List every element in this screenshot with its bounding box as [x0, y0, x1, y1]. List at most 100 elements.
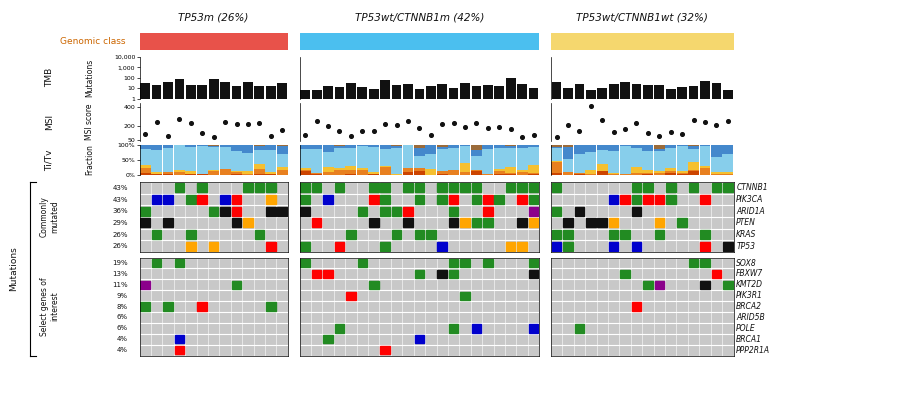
- Bar: [494, 195, 504, 204]
- Bar: [357, 146, 368, 168]
- Point: [629, 120, 643, 126]
- Bar: [415, 89, 424, 400]
- Bar: [654, 145, 665, 149]
- Bar: [518, 195, 526, 204]
- Bar: [528, 173, 539, 174]
- Bar: [231, 171, 242, 172]
- Bar: [518, 242, 526, 250]
- Bar: [643, 173, 653, 174]
- Bar: [700, 242, 710, 250]
- Bar: [197, 85, 207, 400]
- Bar: [276, 145, 288, 146]
- Bar: [552, 230, 562, 239]
- Bar: [518, 218, 526, 227]
- Bar: [415, 335, 424, 344]
- Text: BRCA2: BRCA2: [736, 302, 762, 311]
- Point: [607, 129, 621, 136]
- Bar: [688, 86, 698, 400]
- Bar: [266, 302, 275, 311]
- Bar: [140, 207, 150, 216]
- Bar: [471, 145, 482, 150]
- Bar: [598, 88, 608, 400]
- Text: PPP2R1A: PPP2R1A: [736, 346, 770, 355]
- Bar: [712, 270, 721, 278]
- Bar: [436, 174, 447, 175]
- Point: [687, 117, 701, 123]
- Text: PTEN: PTEN: [736, 218, 756, 227]
- Bar: [415, 230, 424, 239]
- Bar: [436, 145, 447, 147]
- Bar: [472, 195, 482, 204]
- Bar: [688, 259, 698, 267]
- Bar: [631, 173, 642, 175]
- Bar: [185, 145, 196, 147]
- Bar: [483, 85, 492, 400]
- Bar: [448, 145, 459, 148]
- Bar: [415, 270, 424, 278]
- Text: ARID1A: ARID1A: [736, 207, 765, 216]
- Bar: [311, 90, 321, 400]
- Bar: [551, 162, 562, 173]
- Bar: [437, 183, 447, 192]
- Bar: [654, 172, 665, 175]
- Bar: [220, 207, 230, 216]
- Bar: [632, 302, 642, 311]
- Bar: [255, 230, 264, 239]
- Bar: [712, 83, 721, 400]
- Bar: [209, 207, 219, 216]
- Bar: [494, 145, 505, 148]
- Bar: [312, 218, 321, 227]
- Bar: [677, 174, 688, 175]
- Bar: [608, 174, 619, 175]
- Bar: [346, 170, 356, 174]
- Bar: [334, 170, 345, 175]
- Text: 9%: 9%: [117, 293, 128, 299]
- Bar: [346, 148, 356, 166]
- Bar: [597, 150, 608, 164]
- Bar: [255, 183, 264, 192]
- Bar: [175, 335, 184, 344]
- Point: [149, 119, 164, 126]
- Bar: [323, 335, 333, 344]
- Text: KMT2D: KMT2D: [736, 280, 763, 289]
- Bar: [381, 242, 390, 250]
- Bar: [186, 85, 195, 400]
- Text: TP53wt/CTNNB1wt (32%): TP53wt/CTNNB1wt (32%): [576, 12, 708, 22]
- Bar: [369, 195, 379, 204]
- Bar: [505, 148, 516, 167]
- Bar: [140, 173, 150, 175]
- Bar: [335, 324, 345, 332]
- Bar: [608, 84, 618, 400]
- Point: [310, 118, 324, 124]
- Bar: [472, 218, 482, 227]
- Bar: [723, 242, 733, 250]
- Bar: [301, 195, 310, 204]
- Bar: [460, 163, 471, 172]
- Bar: [483, 207, 492, 216]
- Bar: [231, 218, 241, 227]
- Bar: [460, 146, 471, 163]
- Bar: [266, 207, 275, 216]
- Bar: [346, 230, 356, 239]
- Text: KRAS: KRAS: [736, 230, 757, 239]
- Bar: [460, 259, 470, 267]
- Bar: [151, 174, 162, 175]
- Point: [515, 134, 529, 140]
- Bar: [163, 218, 173, 227]
- Point: [561, 122, 575, 128]
- Bar: [482, 145, 493, 149]
- Bar: [415, 195, 424, 204]
- Bar: [620, 230, 630, 239]
- Bar: [163, 82, 173, 400]
- Bar: [266, 150, 276, 172]
- Bar: [392, 230, 401, 239]
- Bar: [323, 86, 333, 400]
- Bar: [175, 79, 184, 400]
- Bar: [346, 145, 356, 148]
- Bar: [700, 281, 710, 289]
- Bar: [186, 195, 195, 204]
- Bar: [460, 292, 470, 300]
- Bar: [643, 151, 653, 170]
- Bar: [152, 230, 161, 239]
- Bar: [654, 230, 664, 239]
